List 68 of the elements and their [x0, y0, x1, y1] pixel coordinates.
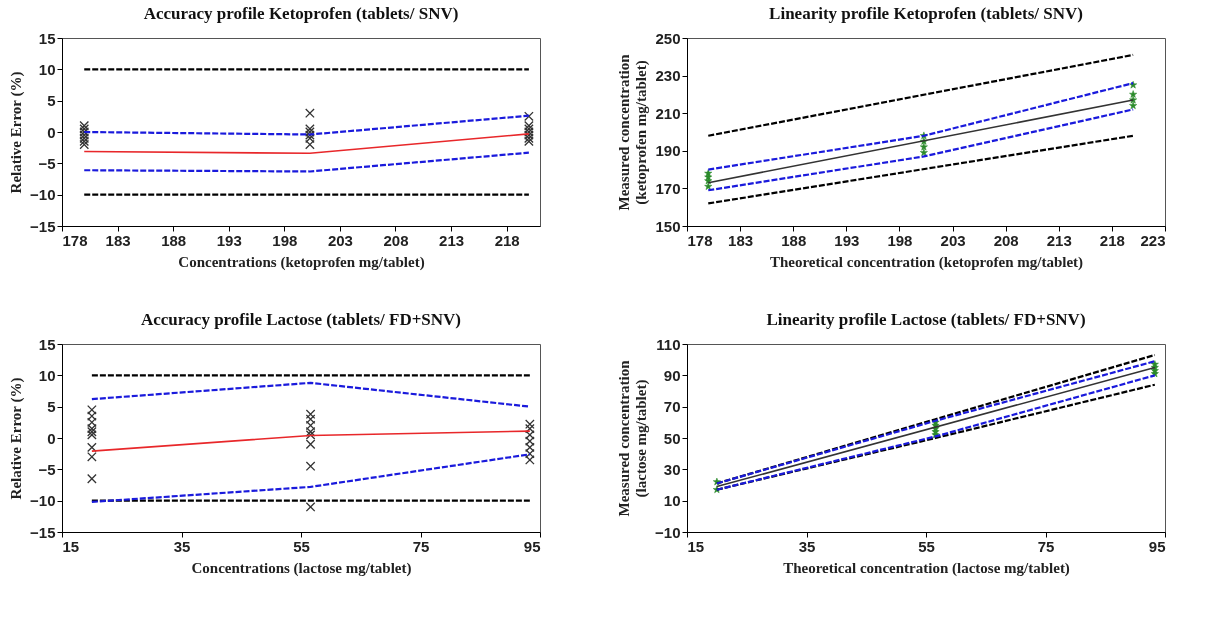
x-tick-label: 208: [383, 231, 409, 249]
x-tick-label: 55: [918, 537, 935, 555]
y-tick-label: 10: [38, 366, 56, 384]
x-tick-label: 15: [62, 537, 80, 555]
x-tick-label: 183: [105, 231, 131, 249]
y-axis-title: Measured concentration (ketoprofen mg/tablet): [616, 53, 651, 211]
chart-title: Accuracy profile Lactose (tablets/ FD+SNV): [140, 310, 462, 329]
chart-title: Linearity profile Lactose (tablets/ FD+SNV): [766, 310, 1086, 329]
y-tick-label: −5: [38, 154, 56, 172]
x-tick-label: 198: [887, 231, 913, 249]
x-axis-title: Concentrations (ketoprofen mg/tablet): [178, 253, 425, 271]
y-axis-title: Relative Error (%): [8, 377, 26, 500]
x-tick-label: 35: [173, 537, 191, 555]
y-tick-label: −10: [30, 186, 56, 204]
y-tick-label: 10: [38, 60, 56, 78]
y-tick-label: −15: [30, 523, 56, 541]
y-tick-label: 170: [655, 179, 681, 197]
y-tick-label: 250: [655, 29, 681, 47]
x-tick-label: 223: [1140, 231, 1166, 249]
y-tick-label: 5: [47, 92, 56, 110]
y-tick-label: 15: [38, 335, 56, 353]
y-tick-label: 5: [47, 398, 56, 416]
y-axis-title: Measured concentration (lactose mg/tablet): [616, 359, 651, 517]
chart-title: Linearity profile Ketoprofen (tablets/ SNV): [769, 4, 1083, 23]
x-tick-label: 188: [161, 231, 187, 249]
chart-title: Accuracy profile Ketoprofen (tablets/ SNV): [143, 4, 459, 23]
x-tick-label: 95: [523, 537, 541, 555]
y-tick-label: −15: [30, 217, 56, 235]
x-axis-title: Theoretical concentration (lactose mg/tablet): [783, 559, 1070, 577]
x-tick-label: 193: [834, 231, 860, 249]
x-tick-label: 218: [494, 231, 520, 249]
y-tick-label: 50: [663, 429, 681, 447]
x-tick-label: 203: [327, 231, 353, 249]
x-tick-label: 208: [993, 231, 1019, 249]
y-tick-label: 30: [663, 460, 681, 478]
x-tick-label: 55: [293, 537, 310, 555]
y-tick-label: 210: [655, 104, 681, 122]
y-tick-label: 110: [656, 335, 681, 353]
y-axis-title: Relative Error (%): [8, 71, 26, 194]
y-tick-label: −10: [655, 523, 681, 541]
x-tick-label: 75: [412, 537, 430, 555]
x-tick-label: 178: [687, 231, 713, 249]
y-tick-label: 0: [47, 429, 56, 447]
x-tick-label: 95: [1148, 537, 1166, 555]
y-tick-label: 90: [663, 366, 681, 384]
x-tick-label: 183: [728, 231, 754, 249]
y-tick-label: 150: [655, 217, 681, 235]
y-tick-label: 0: [47, 123, 56, 141]
x-tick-label: 203: [940, 231, 966, 249]
x-tick-label: 198: [272, 231, 298, 249]
x-tick-label: 75: [1037, 537, 1055, 555]
x-tick-label: 193: [216, 231, 242, 249]
y-tick-label: 230: [655, 67, 681, 85]
x-tick-label: 15: [687, 537, 705, 555]
x-tick-label: 218: [1099, 231, 1125, 249]
y-tick-label: −5: [38, 460, 56, 478]
x-tick-label: 213: [1046, 231, 1072, 249]
x-tick-label: 178: [62, 231, 88, 249]
x-tick-label: 213: [439, 231, 465, 249]
y-tick-label: −10: [30, 492, 56, 510]
y-tick-label: 190: [655, 142, 681, 160]
y-tick-label: 70: [663, 398, 681, 416]
x-tick-label: 35: [798, 537, 816, 555]
x-axis-title: Theoretical concentration (ketoprofen mg/tablet): [769, 253, 1084, 271]
y-tick-label: 10: [663, 492, 681, 510]
x-tick-label: 188: [781, 231, 807, 249]
x-axis-title: Concentrations (lactose mg/tablet): [191, 559, 412, 577]
y-tick-label: 15: [38, 29, 56, 47]
